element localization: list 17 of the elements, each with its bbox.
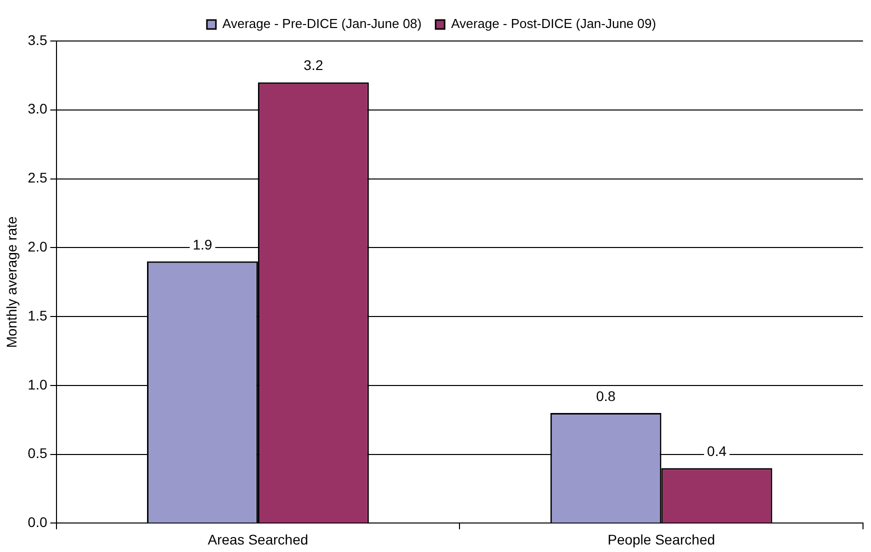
y-tick-label: 2.0 <box>28 238 48 255</box>
y-tick-label: 0.0 <box>28 514 48 530</box>
data-label: 3.2 <box>304 57 324 74</box>
data-label: 1.9 <box>192 236 212 252</box>
y-tick-label: 1.0 <box>28 376 48 392</box>
y-tick-label: 1.5 <box>28 307 48 324</box>
y-tick-label: 0.5 <box>28 445 48 462</box>
legend-label: Average - Post-DICE (Jan-June 09) <box>451 16 656 32</box>
data-label: 0.4 <box>707 442 727 459</box>
legend-label: Average - Pre-DICE (Jan-June 08) <box>222 16 422 32</box>
y-tick-label: 3.0 <box>28 100 48 117</box>
y-tick-label: 2.5 <box>28 170 48 186</box>
y-tick-label: 3.5 <box>28 32 48 48</box>
data-label: 0.8 <box>596 388 616 404</box>
y-axis-title: Monthly average rate <box>3 216 20 348</box>
x-tick-label: Areas Searched <box>208 531 308 548</box>
x-tick-label: People Searched <box>608 531 716 548</box>
